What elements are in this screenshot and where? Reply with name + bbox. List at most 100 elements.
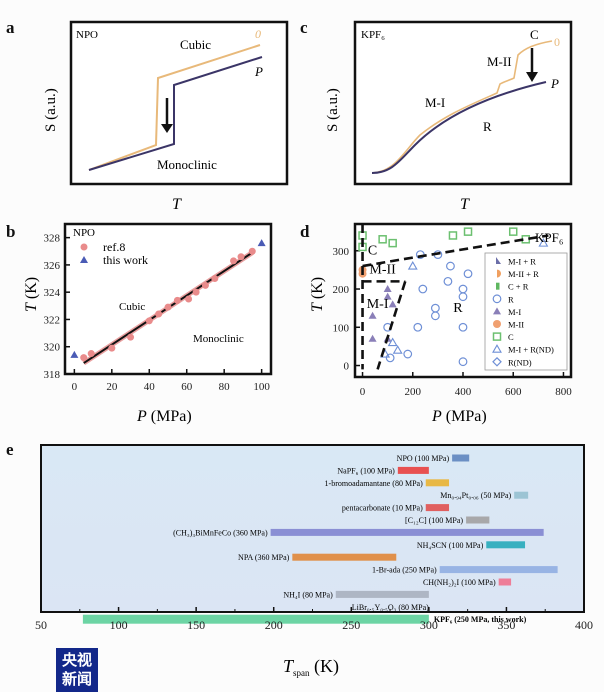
d-region-label: C — [368, 244, 377, 259]
d-xtick-label: 0 — [360, 386, 366, 398]
legend-marker-ref8 — [80, 243, 88, 251]
panel-b-title: NPO — [73, 227, 95, 239]
b-point-ref8 — [237, 253, 245, 261]
panel-d-xlabel: P (MPa) — [431, 408, 487, 425]
d-region-label: R — [453, 301, 463, 316]
d-xtick-label: 200 — [405, 386, 422, 398]
d-point-m-i-r-nd- — [538, 238, 549, 247]
d-legend-marker — [492, 344, 502, 353]
panel-b-xlabel: P (MPa) — [136, 408, 192, 425]
d-point-m-i — [388, 300, 397, 308]
d-phase-boundary — [362, 234, 549, 268]
b-point-ref8 — [173, 296, 181, 304]
panel-a-lower-phase: Monoclinic — [157, 157, 217, 172]
d-legend-marker — [493, 307, 501, 315]
panel-letter-c: c — [300, 18, 308, 37]
d-legend-marker — [496, 257, 501, 264]
panel-a-frame — [69, 20, 289, 186]
b-point-ref8 — [87, 350, 95, 358]
d-point-r — [403, 349, 413, 359]
d-ytick-label: 100 — [333, 322, 350, 334]
b-point-ref8 — [80, 354, 88, 362]
panel-letter-b: b — [6, 222, 16, 241]
e-bar-label: NH₄I (80 MPa) — [283, 590, 333, 599]
e-xtick-label: 150 — [187, 618, 205, 632]
panel-c-curve-0-label: 0 — [554, 35, 560, 49]
panel-letter-d: d — [300, 222, 310, 241]
e-xtick-label: 300 — [420, 618, 438, 632]
b-point-ref8 — [192, 288, 200, 296]
panel-a-curve-p — [88, 56, 263, 171]
b-point-ref8 — [164, 303, 172, 311]
panel-c-ylabel: S (a.u.) — [325, 88, 341, 132]
d-point-m-i — [383, 292, 392, 300]
d-point-r — [413, 322, 423, 332]
panel-a-upper-phase: Cubic — [180, 37, 211, 52]
b-point-ref8 — [108, 344, 116, 352]
e-bar — [292, 553, 397, 561]
d-xtick-label: 400 — [455, 386, 472, 398]
panel-a-curve-0 — [88, 44, 261, 171]
d-legend-label: C — [508, 332, 514, 342]
e-bar — [486, 541, 526, 549]
e-xtick-label: 100 — [110, 618, 128, 632]
d-point-r — [463, 269, 473, 279]
d-legend-label: R — [508, 294, 514, 304]
panel-c-arrow-down-icon — [526, 72, 538, 82]
panel-c-phase-r: R — [483, 119, 492, 134]
e-bar-label: NH₄SCN (100 MPa) — [417, 541, 484, 550]
panel-a-xlabel: T — [172, 196, 182, 213]
e-bar — [466, 516, 490, 524]
d-legend-label: M-II — [508, 320, 524, 330]
panel-c-frame — [353, 20, 573, 186]
d-point-c — [388, 238, 397, 248]
d-region-label: M-II — [369, 263, 396, 278]
panel-c-phase-c: C — [530, 27, 539, 42]
panel-e-xlabel: Tspan (K) — [283, 656, 339, 678]
d-point-r — [430, 311, 440, 321]
b-point-ref8 — [201, 281, 209, 289]
b-ytick-label: 322 — [44, 314, 61, 326]
e-xtick-label: 400 — [575, 618, 593, 632]
e-bar-label: KPF₆ (250 MPa, this work) — [434, 615, 527, 624]
panel-a-arrow-down-icon — [161, 124, 173, 133]
b-point-this-work — [257, 239, 266, 247]
d-xtick-label: 600 — [505, 386, 522, 398]
d-point-m-i-r-nd- — [392, 345, 403, 354]
e-bar — [82, 614, 429, 624]
d-legend-label: R(ND) — [508, 357, 532, 367]
legend-marker-this-work — [80, 256, 88, 263]
e-bar — [397, 466, 429, 474]
d-point-m-i-r-nd- — [387, 337, 398, 347]
e-bar-label: NaPF₆ (100 MPa) — [337, 466, 395, 475]
e-bar-label: NPA (360 MPa) — [238, 553, 290, 562]
panel-c-curve-p-label: P — [550, 76, 559, 91]
d-point-m-i — [368, 311, 377, 319]
e-xtick-label: 350 — [497, 618, 515, 632]
b-xtick-label: 100 — [253, 381, 270, 393]
panel-d-ylabel: T (K) — [309, 277, 326, 312]
panel-d-title: KPF₆ — [535, 230, 563, 245]
panel-b-annotation-cubic: Cubic — [119, 301, 145, 313]
b-point-ref8 — [230, 257, 238, 265]
d-legend-label: M-I + R — [508, 257, 536, 267]
d-legend-marker — [492, 332, 502, 341]
panel-a-ylabel: S (a.u.) — [43, 88, 59, 132]
b-point-ref8 — [145, 317, 153, 325]
e-bar-label: LiBr₀.₅Y₀.₅O₃ (80 MPa) — [352, 603, 429, 612]
e-bar — [514, 491, 529, 499]
e-bar — [335, 590, 429, 598]
b-xtick-label: 20 — [106, 381, 118, 393]
b-xtick-label: 0 — [72, 381, 78, 393]
d-point-c — [448, 231, 458, 240]
e-bar — [439, 566, 558, 574]
d-region-label: M-I — [367, 297, 389, 312]
panel-e-frame — [40, 444, 585, 613]
b-point-ref8 — [248, 247, 256, 255]
d-point-m-i — [383, 285, 392, 293]
panel-a-curve-0-label: 0 — [255, 27, 261, 41]
d-phase-boundary — [376, 280, 407, 370]
e-bar — [425, 504, 450, 512]
